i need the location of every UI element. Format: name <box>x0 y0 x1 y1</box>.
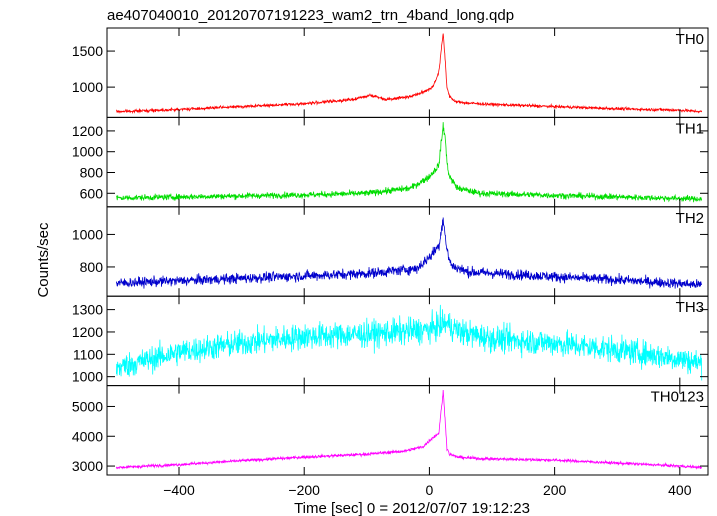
series-label-th3: TH3 <box>676 299 704 316</box>
y-tick-label: 1300 <box>72 302 103 318</box>
series-label-th0: TH0 <box>676 31 704 48</box>
x-tick-label: 0 <box>426 482 434 498</box>
y-tick-label: 1500 <box>72 43 103 59</box>
y-tick-label: 1100 <box>73 346 103 362</box>
y-tick-label: 1000 <box>72 369 103 385</box>
panel-frame-th2 <box>106 206 709 297</box>
y-tick-label: 1000 <box>72 144 103 160</box>
y-tick-label: 5000 <box>72 398 103 414</box>
x-tick-label: 200 <box>543 482 567 498</box>
series-line-th2 <box>115 217 703 289</box>
x-tick-label: 400 <box>668 482 692 498</box>
series-line-th0 <box>116 33 703 115</box>
series-label-th2: TH2 <box>676 210 704 227</box>
series-line-th0123 <box>116 390 703 470</box>
y-tick-label: 800 <box>80 259 104 275</box>
y-tick-label: 1200 <box>72 324 103 340</box>
series-label-th1: TH1 <box>676 120 704 137</box>
panel-frame-th3 <box>106 295 709 387</box>
panel-frame-th0 <box>106 27 709 118</box>
y-tick-label: 3000 <box>72 458 103 474</box>
y-tick-label: 1200 <box>72 123 103 139</box>
series-line-th1 <box>116 122 703 203</box>
x-tick-label: −400 <box>163 482 195 498</box>
y-tick-label: 600 <box>80 185 104 201</box>
panel-frame-th1 <box>106 116 709 208</box>
x-axis-label: Time [sec] 0 = 2012/07/07 19:12:23 <box>294 500 530 516</box>
y-tick-label: 800 <box>80 164 104 180</box>
y-tick-label: 4000 <box>72 428 103 444</box>
panel-frame-th0123 <box>106 385 709 476</box>
y-tick-label: 1000 <box>72 79 103 95</box>
x-tick-label: −200 <box>288 482 320 498</box>
panels-group: TH0 1000 1500 TH1 600 800 1000 1200 TH2 800 1000 TH… <box>72 27 709 498</box>
chart-title: ae407040010_20120707191223_wam2_trn_4ban… <box>107 7 514 24</box>
series-label-th0123: TH0123 <box>651 389 704 406</box>
y-axis-label: Counts/sec <box>35 222 52 298</box>
series-line-th3 <box>115 304 703 381</box>
y-tick-label: 1000 <box>72 226 103 242</box>
